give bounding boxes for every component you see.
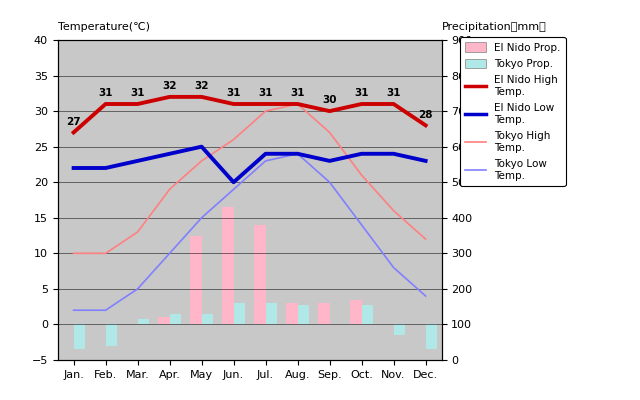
Bar — [394, 324, 405, 335]
Text: 31: 31 — [131, 88, 145, 98]
Bar — [234, 303, 244, 324]
Bar — [351, 300, 362, 324]
Bar — [287, 303, 298, 324]
Bar — [362, 304, 372, 324]
Bar — [202, 314, 212, 324]
Bar — [106, 324, 116, 346]
Bar — [191, 236, 202, 324]
Text: 31: 31 — [355, 88, 369, 98]
Bar — [159, 317, 170, 324]
Bar — [426, 324, 437, 349]
Text: 31: 31 — [259, 88, 273, 98]
Text: 27: 27 — [67, 117, 81, 127]
Text: 31: 31 — [387, 88, 401, 98]
Text: 32: 32 — [195, 81, 209, 91]
Bar — [298, 304, 309, 324]
Text: 31: 31 — [291, 88, 305, 98]
Bar — [266, 303, 277, 324]
Bar — [223, 207, 234, 324]
Text: Temperature(℃): Temperature(℃) — [58, 22, 150, 32]
Bar — [319, 303, 330, 324]
Legend: El Nido Prop., Tokyo Prop., El Nido High
Temp., El Nido Low
Temp., Tokyo High
Te: El Nido Prop., Tokyo Prop., El Nido High… — [460, 37, 566, 186]
Bar — [170, 314, 181, 324]
Text: 30: 30 — [323, 96, 337, 106]
Bar — [255, 225, 266, 324]
Text: Precipitation（mm）: Precipitation（mm） — [442, 22, 547, 32]
Text: 28: 28 — [419, 110, 433, 120]
Bar — [74, 324, 84, 349]
Text: 32: 32 — [163, 81, 177, 91]
Bar — [138, 320, 148, 324]
Text: 31: 31 — [99, 88, 113, 98]
Text: 31: 31 — [227, 88, 241, 98]
